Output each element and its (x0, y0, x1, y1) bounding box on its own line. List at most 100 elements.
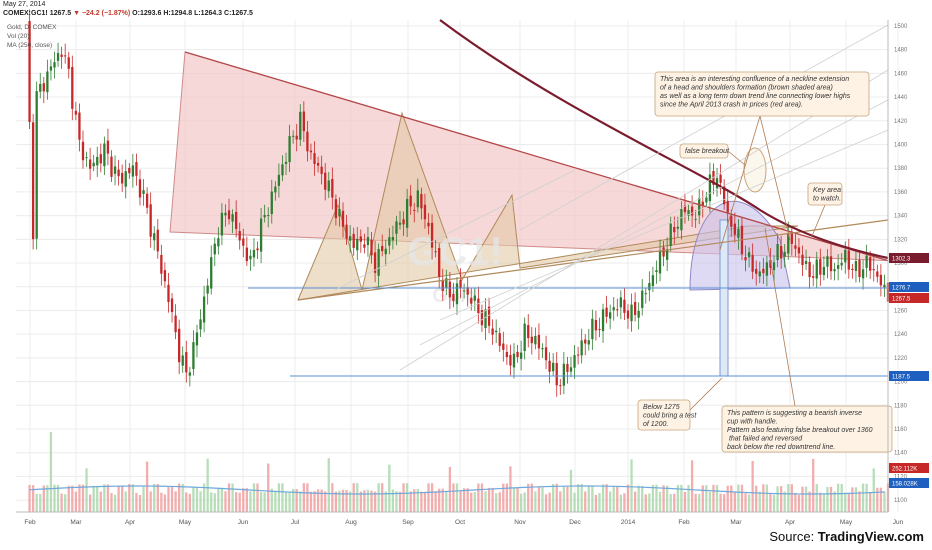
candle-body (153, 233, 156, 241)
candle-body (74, 110, 78, 115)
candle-body (666, 249, 669, 260)
volume-bar (701, 485, 704, 512)
candle-body (352, 233, 355, 248)
indicator-volume[interactable]: Vol (20) (7, 33, 30, 40)
volume-bar (680, 484, 683, 512)
candle-body (259, 218, 263, 252)
time-tick-label: Mar (730, 519, 742, 526)
volume-bar (872, 468, 875, 512)
volume-bar (619, 494, 623, 512)
note-cup-handle-line: that failed and reversed (727, 436, 803, 443)
candle-body (170, 298, 174, 313)
candle-body (694, 218, 697, 220)
volume-bar (576, 484, 580, 512)
candle-body (765, 262, 769, 276)
time-tick-label: Mar (70, 519, 82, 526)
price-tag-label: 1302.3 (892, 257, 911, 263)
volume-bar (441, 488, 444, 512)
candle-body (836, 265, 840, 269)
volume-bar (348, 491, 352, 512)
candle-body (737, 228, 740, 238)
candle-body (138, 179, 142, 198)
time-tick-label: Feb (678, 519, 690, 526)
candle-body (56, 53, 60, 61)
volume-bar (181, 483, 184, 512)
candle-body (705, 197, 708, 203)
volume-bar (861, 483, 865, 512)
candle-body (509, 354, 512, 366)
volume-bar (224, 491, 227, 512)
candle-body (797, 247, 801, 254)
volume-bar (669, 494, 672, 512)
drawn-shapes (169, 51, 889, 377)
note-below-1275-line: Below 1275 (643, 404, 680, 411)
candle-body (160, 254, 163, 274)
volume-bar (804, 486, 808, 512)
candle-body (847, 250, 850, 270)
candle-body (815, 259, 818, 279)
volume-bar (131, 484, 135, 512)
time-tick-label: May (840, 519, 853, 526)
candle-body (131, 165, 135, 177)
volume-bar (71, 485, 74, 512)
candle-body (110, 156, 113, 177)
indicator-ma[interactable]: MA (250, close) (7, 42, 53, 49)
volume-bar (249, 491, 252, 512)
volume-bar (552, 483, 555, 512)
volume-bar (167, 487, 170, 512)
price-tick-label: 1220 (894, 356, 908, 362)
volume-bar (566, 486, 569, 512)
volume-bar (609, 491, 612, 512)
candle-body (519, 352, 523, 359)
volume-bar (135, 492, 138, 512)
candle-body (619, 297, 623, 308)
note-false-breakout-box (679, 143, 729, 159)
candle-body (338, 208, 341, 217)
price-tick-label: 1440 (894, 95, 908, 101)
candle-body (295, 135, 298, 140)
price-tick-label: 1260 (894, 308, 908, 314)
volume-bar (81, 484, 85, 512)
volume-bar (487, 487, 491, 512)
candle-body (566, 363, 569, 372)
candle-body (309, 150, 313, 153)
volume-bar (138, 494, 142, 512)
volume-bar (690, 460, 694, 512)
volume-bar (99, 491, 102, 512)
candle-body (812, 276, 815, 278)
volume-bar (64, 494, 67, 512)
high-value: H:1294.8 (163, 10, 193, 17)
candle-body (288, 136, 291, 163)
volume-bar (427, 483, 430, 512)
price-tick-label: 1340 (894, 214, 908, 220)
price-tag-label: 1276.7 (892, 286, 911, 292)
volume-bar (541, 487, 544, 512)
volume-bar (413, 489, 416, 512)
volume-bar (519, 493, 523, 512)
candle-body (779, 246, 783, 259)
candle-body (281, 164, 284, 176)
volume-bar (227, 483, 231, 512)
volume-bar (299, 491, 302, 512)
volume-bar (356, 483, 359, 512)
price-tick-label: 1180 (894, 403, 908, 409)
note-key-area-box (807, 182, 843, 206)
volume-bar (584, 491, 587, 512)
candle-body (783, 251, 786, 257)
candle-body (220, 212, 224, 236)
candle-body (445, 278, 448, 288)
time-tick-label: Sep (402, 519, 414, 526)
volume-bar (78, 484, 81, 512)
volume-bar (829, 486, 833, 512)
candle-body (60, 54, 63, 57)
source-credit[interactable]: Source: TradingView.com (769, 529, 924, 544)
volume-bar (651, 484, 655, 512)
candle-body (755, 268, 758, 274)
price-axis: 1100112011401160118012001220124012601280… (887, 20, 929, 512)
volume-bar (384, 491, 387, 512)
candle-body (555, 363, 558, 386)
volume-bar (185, 492, 188, 512)
indicator-series-title[interactable]: Gold, D, COMEX (7, 24, 57, 31)
candle-body (534, 335, 537, 345)
